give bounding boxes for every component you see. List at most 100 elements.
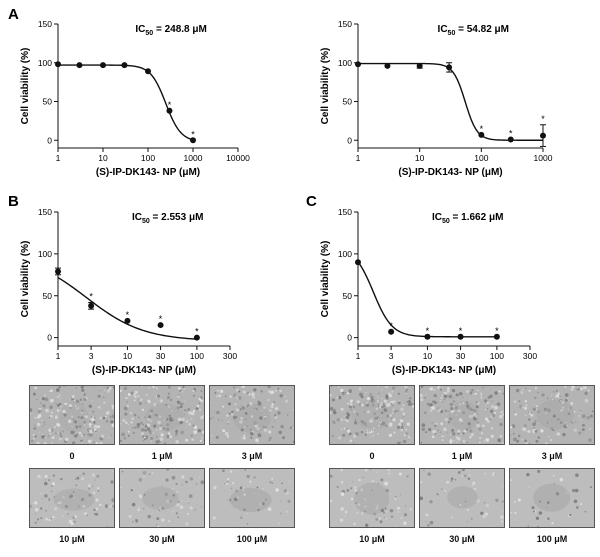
chart-3-data-point [88,302,95,309]
chart-3-y-axis-title: Cell viability (%) [20,241,31,318]
chart-4-significance-star: * [459,326,463,336]
chart-3-x-axis-title: (S)-IP-DK143- NP (μM) [92,365,196,376]
micrograph-b-1 [119,385,205,445]
micrograph-texture [510,386,594,444]
chart-1-y-tick-label: 150 [38,19,52,29]
chart-1-data-point [166,107,173,114]
chart-4-significance-star: * [495,326,499,336]
chart-4-ic50-label: IC50 = 1.662 μM [432,212,503,225]
micrograph-texture [210,386,294,444]
chart-3-y-tick-label: 100 [38,249,52,259]
chart-3-data-point [124,317,131,324]
chart-2-y-tick-label: 0 [347,135,352,145]
chart-2-significance-star: * [541,114,545,124]
panel-letter-c: C [306,193,317,210]
micrograph-texture [330,386,414,444]
chart-3-x-tick-label: 30 [156,351,166,361]
chart-3-y-tick-label: 50 [43,291,53,301]
chart-4-x-tick-label: 100 [490,351,504,361]
chart-2-data-point [507,136,514,143]
micrograph-b-4 [119,468,205,528]
chart-1-x-tick-label: 1000 [184,153,203,163]
chart-3-significance-star: * [89,291,93,301]
chart-4-y-tick-label: 150 [338,207,352,217]
chart-2-data-point [384,62,391,69]
chart-3-fit-curve [57,276,197,340]
chart-2-y-tick-label: 150 [338,19,352,29]
micrograph-b-2 [209,385,295,445]
micrograph-b-label-5: 100 μM [236,534,268,544]
panel-letter-a: A [8,6,19,23]
micrograph-c-0 [329,385,415,445]
micrograph-c-label-2: 3 μM [541,451,563,461]
chart-2-significance-star: * [509,128,513,138]
micrograph-c-1 [419,385,505,445]
chart-2-data-point [355,61,361,68]
chart-2-y-tick-label: 100 [338,58,352,68]
micrograph-b-label-3: 10 μM [59,534,85,544]
chart-3-data-point [157,322,164,329]
micrograph-c-3 [329,468,415,528]
micrograph-b-label-2: 3 μM [241,451,263,461]
micrograph-c-label-1: 1 μM [451,451,473,461]
chart-2-x-tick-label: 1000 [534,153,553,163]
chart-3-y-tick-label: 0 [47,333,52,343]
chart-1-fit-curve [58,64,194,141]
micrograph-b-label-4: 30 μM [149,534,175,544]
micrograph-texture [420,469,504,527]
micrograph-c-label-0: 0 [369,451,375,461]
chart-4-significance-star: * [426,326,430,336]
chart-3-y-tick-label: 150 [38,207,52,217]
chart-1-x-axis-title: (S)-IP-DK143- NP (μM) [96,167,200,178]
chart-2-x-tick-label: 10 [415,153,425,163]
chart-2-x-tick-label: 1 [356,153,361,163]
chart-3-significance-star: * [195,327,199,337]
micrograph-b-0 [29,385,115,445]
chart-2-significance-star: * [480,124,484,134]
chart-4-data-point [355,259,361,266]
chart-4-y-tick-label: 100 [338,249,352,259]
micrograph-b-3 [29,468,115,528]
chart-4-data-point [493,333,500,340]
micrograph-c-5 [509,468,595,528]
chart-1-data-point [55,61,61,68]
chart-1-data-point [100,62,106,69]
chart-2-y-tick-label: 50 [343,97,353,107]
chart-2-y-axis-title: Cell viability (%) [320,48,331,125]
chart-2-data-point [478,131,485,138]
chart-4-x-tick-label: 1 [356,351,361,361]
chart-4-data-point [457,333,464,340]
micrograph-c-label-4: 30 μM [449,534,475,544]
chart-2-x-axis-title: (S)-IP-DK143- NP (μM) [398,167,502,178]
chart-3-x-tick-label: 1 [56,351,61,361]
chart-2-data-point [446,64,453,71]
chart-2-fit-curve [358,62,543,141]
chart-4-data-point [424,333,431,340]
chart-1-data-point [76,62,83,69]
micrograph-c-2 [509,385,595,445]
chart-2-x-tick-label: 100 [474,153,488,163]
chart-4-x-axis-title: (S)-IP-DK143- NP (μM) [392,365,496,376]
chart-1-x-tick-label: 10 [98,153,108,163]
chart-1-x-tick-label: 100 [141,153,155,163]
chart-3-significance-star: * [159,314,163,324]
chart-1-y-tick-label: 100 [38,58,52,68]
chart-4-x-tick-label: 30 [456,351,466,361]
micrograph-b-5 [209,468,295,528]
chart-3-x-tick-label: 100 [190,351,204,361]
chart-3-significance-star: * [126,310,130,320]
chart-2-ic50-label: IC50 = 54.82 μM [438,24,509,37]
chart-3-x-tick-label: 10 [123,351,133,361]
micrograph-texture [420,386,504,444]
micrograph-c-4 [419,468,505,528]
chart-3-data-point [55,268,61,275]
chart-1-y-tick-label: 50 [43,97,53,107]
chart-1-significance-star: * [168,100,172,110]
chart-4-significance-star: * [389,321,393,331]
micrograph-c-label-3: 10 μM [359,534,385,544]
chart-1-data-point [145,68,151,75]
micrograph-texture [120,386,204,444]
panel-letter-b: B [8,193,19,210]
chart-2-data-point [540,132,546,139]
